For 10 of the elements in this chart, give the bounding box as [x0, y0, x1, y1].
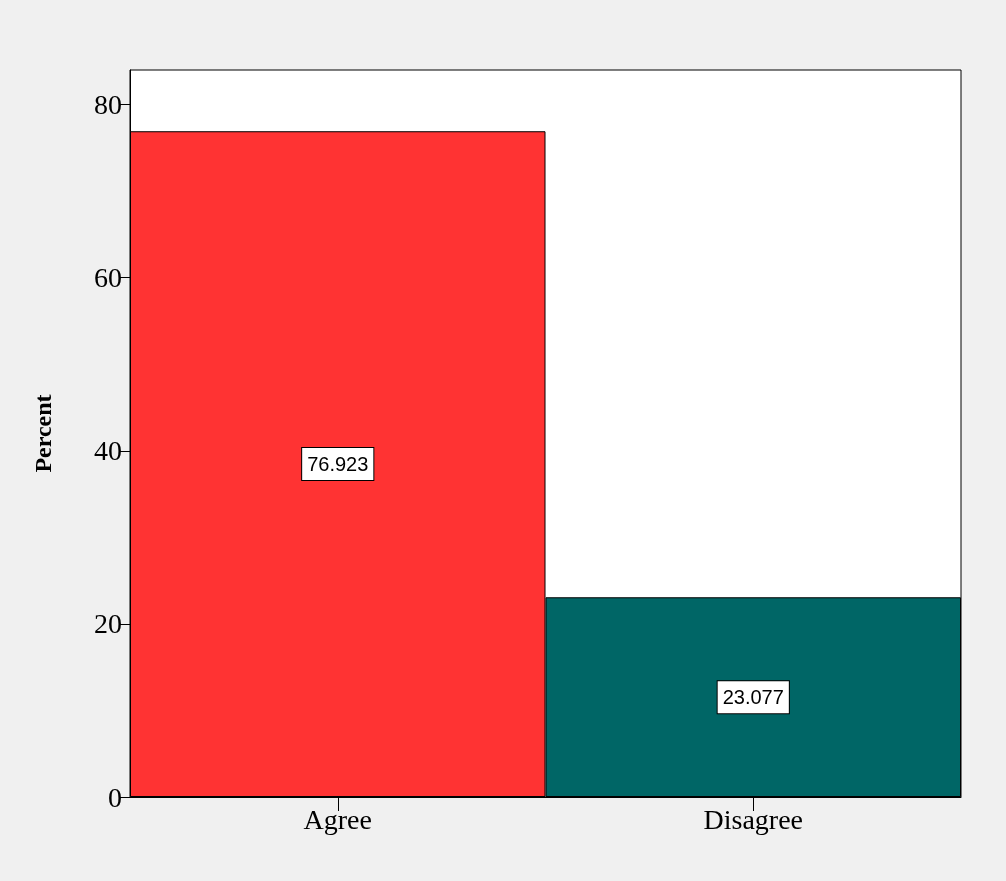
y-axis-title: Percent: [30, 394, 56, 473]
y-tick-label: 80: [94, 89, 122, 121]
x-tick-label: Disagree: [703, 803, 804, 835]
y-tick-label: 60: [94, 262, 122, 294]
y-tick-label: 0: [108, 781, 122, 813]
x-tick-label: Agree: [303, 803, 372, 835]
y-tick-label: 40: [94, 435, 122, 467]
data-label: 76.923: [307, 453, 369, 476]
data-label: 23.077: [722, 686, 784, 709]
y-tick-label: 20: [94, 608, 122, 640]
